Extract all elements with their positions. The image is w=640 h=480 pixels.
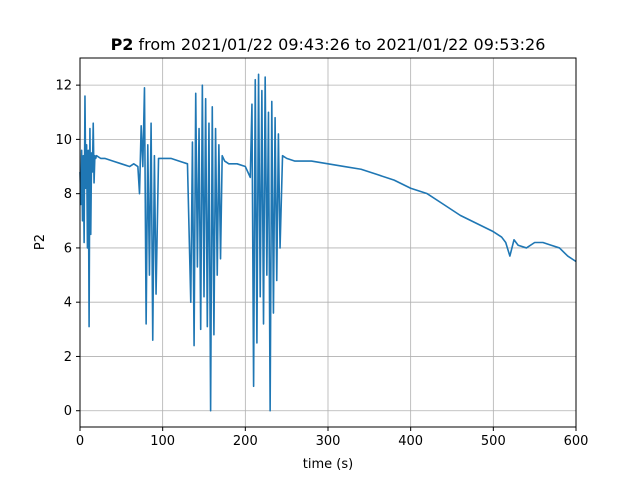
- x-tick-label: 600: [564, 434, 589, 449]
- x-axis-label: time (s): [303, 457, 353, 472]
- x-tick-label: 300: [316, 434, 341, 449]
- y-tick-label: 8: [64, 187, 72, 202]
- grid-layer: [79, 58, 577, 427]
- chart-title: P2 from 2021/01/22 09:43:26 to 2021/01/2…: [111, 35, 546, 54]
- y-axis-label: P2: [33, 234, 48, 250]
- x-tick-label: 500: [481, 434, 506, 449]
- y-tick-label: 4: [64, 296, 72, 311]
- y-tick-label: 6: [64, 241, 72, 256]
- x-tick-label: 0: [76, 434, 84, 449]
- y-tick-label: 10: [55, 133, 72, 148]
- chart-title-range: from 2021/01/22 09:43:26 to 2021/01/22 0…: [133, 35, 545, 54]
- ticks-layer: 0 100 200 300 400 500 600 0 2 4 6 8 10 12: [55, 79, 588, 449]
- y-tick-label: 0: [64, 404, 72, 419]
- series-line: [79, 73, 577, 412]
- chart-title-variable: P2: [111, 35, 134, 54]
- y-tick-label: 2: [64, 350, 72, 365]
- y-tick-label: 12: [55, 79, 72, 94]
- x-tick-label: 100: [150, 434, 175, 449]
- series-layer: [79, 73, 577, 412]
- x-tick-label: 400: [398, 434, 423, 449]
- x-tick-label: 200: [233, 434, 258, 449]
